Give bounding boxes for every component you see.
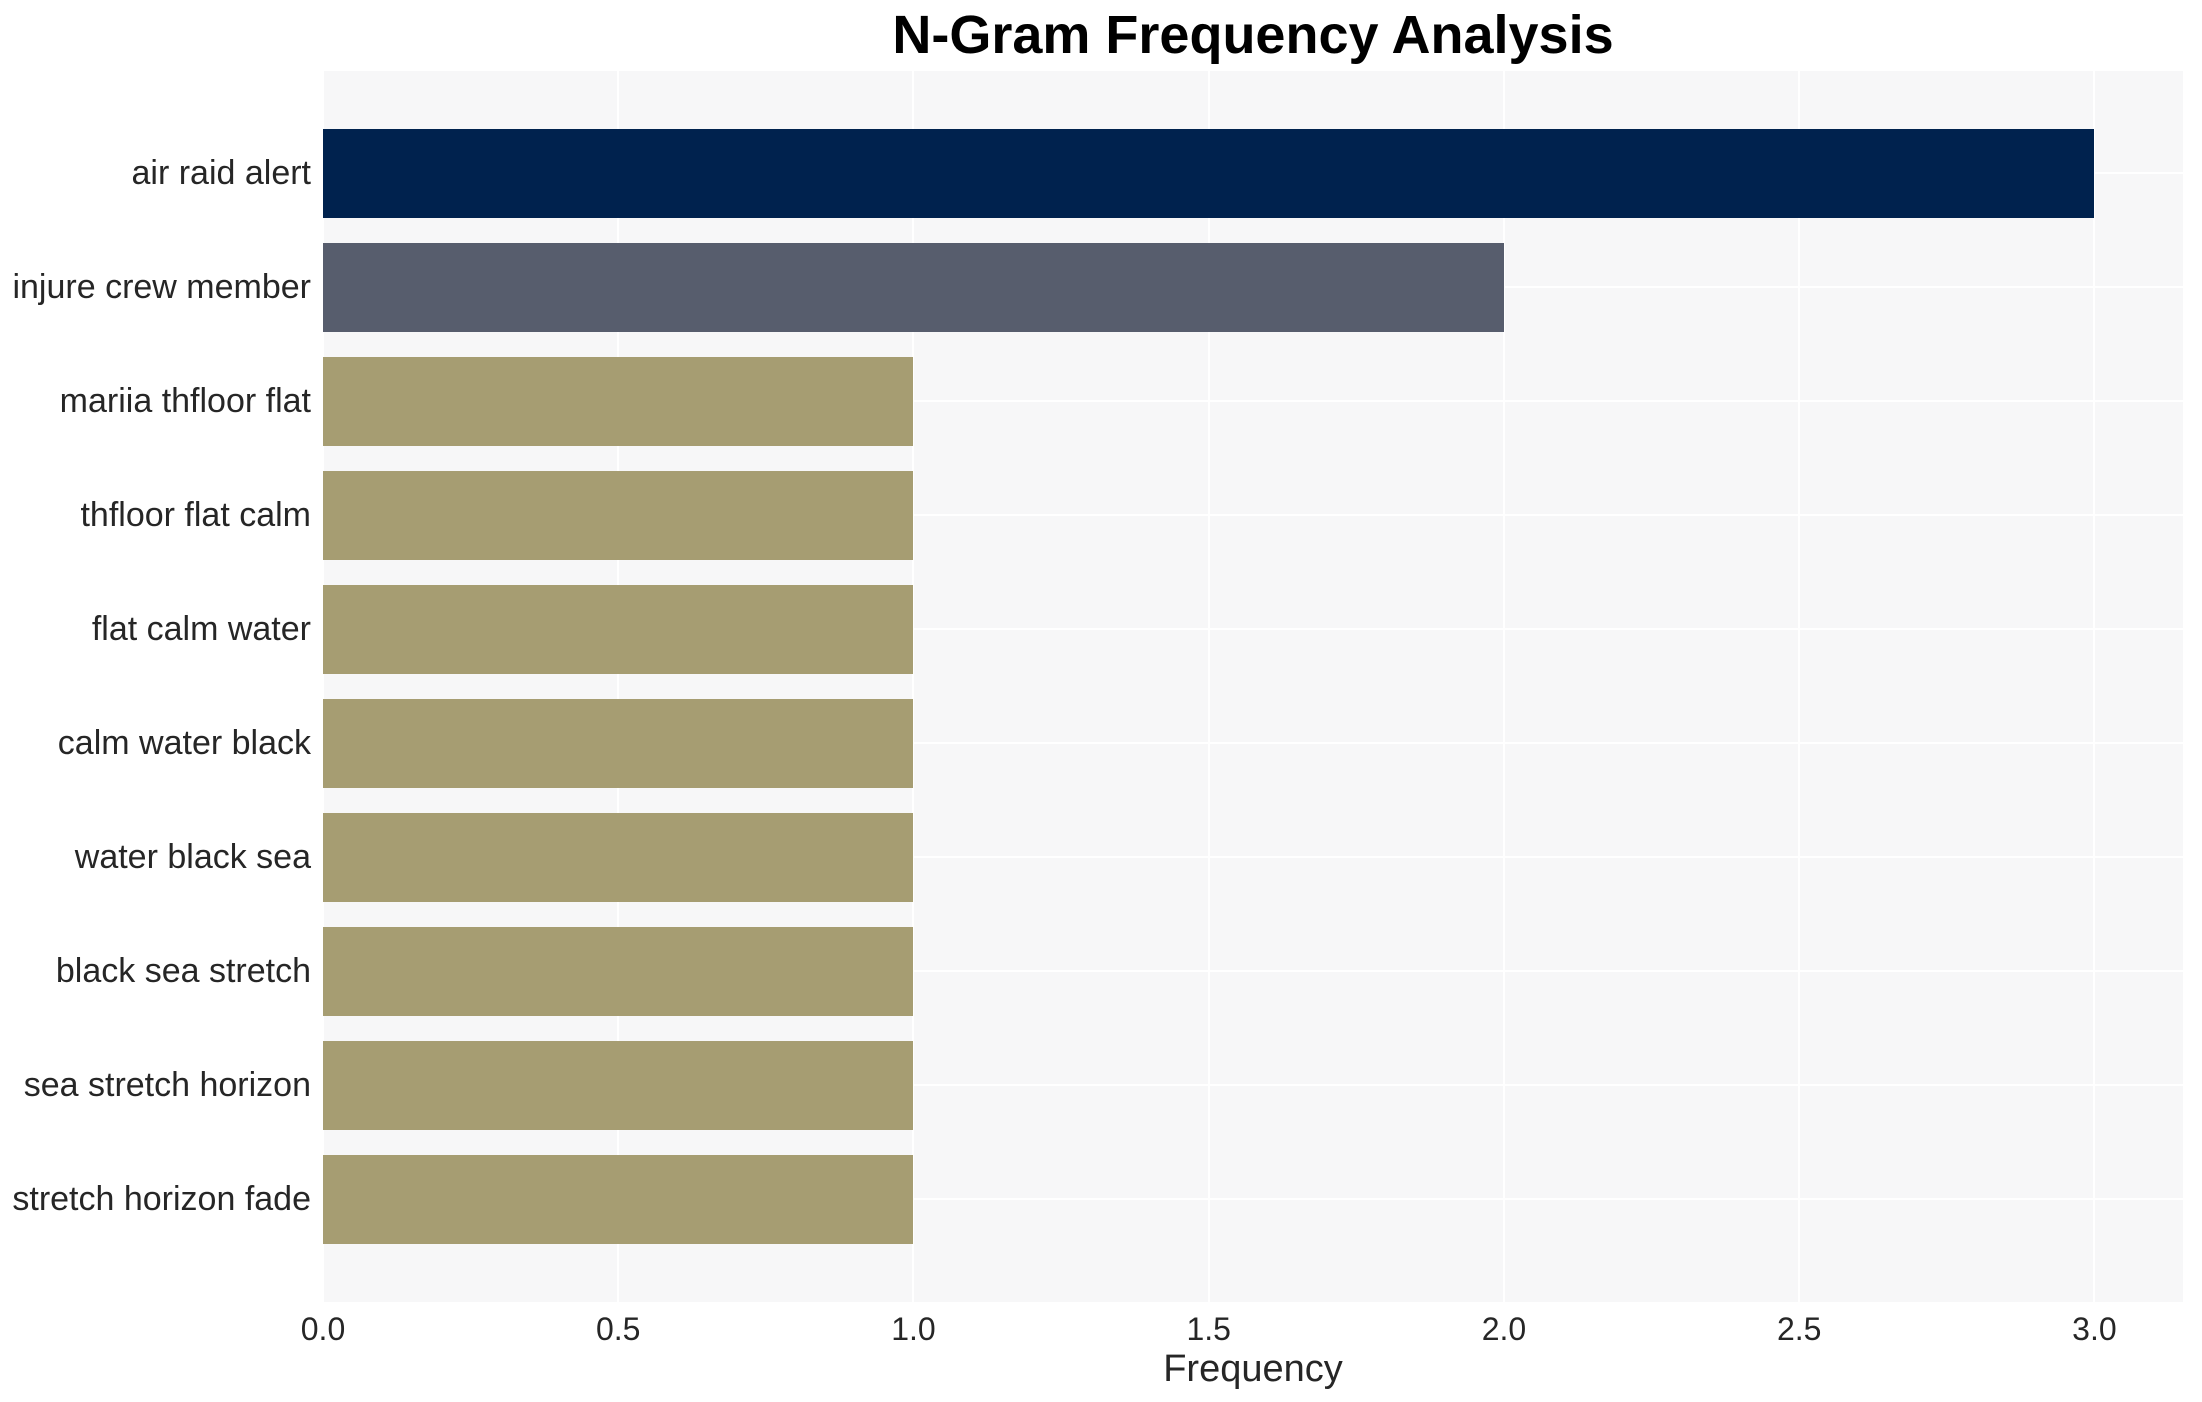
y-gridline <box>323 1198 2183 1200</box>
y-gridline <box>323 856 2183 858</box>
x-tick-label: 1.5 <box>1186 1311 1231 1347</box>
x-gridline <box>617 71 620 1302</box>
x-tick-label: 1.0 <box>891 1311 936 1347</box>
bar-sea-stretch-horizon <box>323 1040 914 1130</box>
y-gridline <box>323 970 2183 972</box>
x-gridline <box>912 71 915 1302</box>
x-gridline <box>1798 71 1801 1302</box>
y-gridline <box>323 742 2183 744</box>
y-axis-labels: air raid alert injure crew member mariia t… <box>0 116 311 1256</box>
bar-row <box>323 230 2183 344</box>
bar-air-raid-alert <box>323 128 2095 218</box>
bar-injure-crew-member <box>323 242 1504 332</box>
x-tick-label: 0.0 <box>300 1311 346 1347</box>
bar-flat-calm-water <box>323 584 914 674</box>
x-tick-label: 2.5 <box>1776 1311 1822 1347</box>
y-tick-label: injure crew member <box>12 268 311 306</box>
y-tick-label: stretch horizon fade <box>12 1180 311 1218</box>
x-tick-label: 2.0 <box>1481 1311 1527 1347</box>
y-gridline <box>323 400 2183 402</box>
bar-row <box>323 572 2183 686</box>
bar-black-sea-stretch <box>323 926 914 1016</box>
y-tick-label: water black sea <box>74 838 311 876</box>
y-tick-label: flat calm water <box>91 610 311 648</box>
bar-stretch-horizon-fade <box>323 1154 914 1244</box>
bar-water-black-sea <box>323 812 914 902</box>
bar-calm-water-black <box>323 698 914 788</box>
bar-row <box>323 1028 2183 1142</box>
bar-row <box>323 686 2183 800</box>
bar-row <box>323 344 2183 458</box>
bar-row <box>323 458 2183 572</box>
plot-area <box>322 71 2183 1302</box>
y-tick-label: sea stretch horizon <box>23 1066 311 1104</box>
x-axis-ticks: 0.0 0.5 1.0 1.5 2.0 2.5 3.0 <box>301 1311 2183 1353</box>
x-tick-label: 3.0 <box>2072 1311 2117 1347</box>
x-gridline <box>1207 71 1210 1302</box>
y-gridline <box>323 628 2183 630</box>
x-gridline <box>2093 71 2096 1302</box>
bar-row <box>323 1142 2183 1256</box>
bar-row <box>323 914 2183 1028</box>
y-gridline <box>323 1084 2183 1086</box>
bar-row <box>323 116 2183 230</box>
y-tick-label: mariia thfloor flat <box>59 382 311 420</box>
x-axis-label: Frequency <box>1163 1348 1343 1390</box>
chart-title: N-Gram Frequency Analysis <box>892 5 1614 65</box>
x-gridline <box>322 71 324 1302</box>
x-tick-label: 0.5 <box>595 1311 641 1347</box>
bar-thfloor-flat-calm <box>323 470 914 560</box>
y-tick-label: calm water black <box>57 724 311 762</box>
y-tick-label: air raid alert <box>131 154 311 192</box>
y-tick-label: thfloor flat calm <box>80 496 311 534</box>
bar-row <box>323 800 2183 914</box>
bar-mariia-thfloor-flat <box>323 356 914 446</box>
x-gridline <box>1502 71 1505 1302</box>
bar-rows <box>323 116 2183 1256</box>
y-tick-label: black sea stretch <box>55 952 311 990</box>
y-gridline <box>323 514 2183 516</box>
